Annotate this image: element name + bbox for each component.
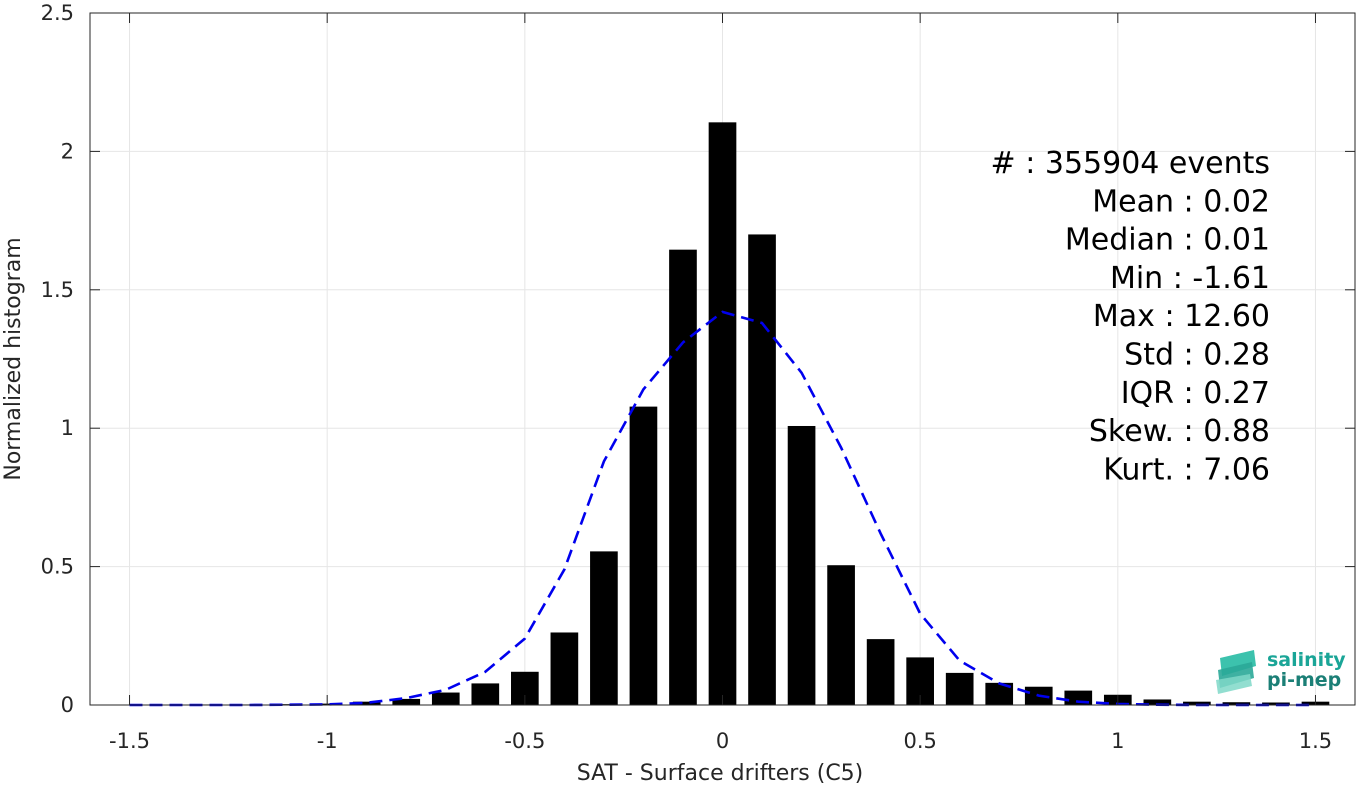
y-tick-label: 1.5: [41, 278, 74, 302]
y-tick-label: 2.5: [41, 1, 74, 25]
histogram-bar: [629, 406, 658, 705]
histogram-bar: [1222, 702, 1251, 705]
histogram-bar: [431, 692, 460, 705]
y-tick-label: 0.5: [41, 555, 74, 579]
stat-line: IQR : 0.27: [1121, 376, 1270, 411]
y-tick-labels: 0 0.5 1 1.5 2 2.5: [41, 1, 74, 717]
y-tick-label: 2: [61, 139, 74, 163]
histogram-bar: [985, 682, 1014, 705]
y-axis-label: Normalized histogram: [1, 237, 26, 480]
axis-ticks: [90, 12, 1355, 706]
histogram-bar: [550, 632, 579, 705]
stat-line: Mean : 0.02: [1092, 184, 1270, 219]
stat-line: Min : -1.61: [1110, 261, 1270, 296]
histogram-bar: [1262, 702, 1290, 705]
logo-text-pi-mep: pi-mep: [1267, 669, 1341, 691]
x-tick-label: 0: [716, 729, 729, 753]
x-tick-label: -0.5: [504, 729, 545, 753]
x-tick-label: 0.5: [903, 729, 936, 753]
x-tick-labels: -1.5 -1 -0.5 0 0.5 1 1.5: [109, 729, 1332, 753]
histogram-bar: [945, 672, 974, 705]
x-axis-label: SAT - Surface drifters (C5): [577, 761, 864, 785]
y-tick-label: 0: [61, 693, 74, 717]
salinity-pi-mep-logo: salinity pi-mep: [1216, 649, 1346, 694]
histogram-bar: [471, 683, 500, 705]
histogram-bar: [866, 639, 895, 705]
stat-line: Skew. : 0.88: [1089, 414, 1270, 449]
x-tick-label: -1: [317, 729, 338, 753]
x-tick-label: -1.5: [109, 729, 150, 753]
x-tick-label: 1: [1111, 729, 1124, 753]
stat-line: Median : 0.01: [1065, 223, 1270, 258]
histogram-bar: [708, 122, 737, 705]
logo-text-salinity: salinity: [1267, 649, 1346, 671]
histogram-bar: [352, 701, 381, 705]
stat-line: # : 355904 events: [991, 146, 1270, 181]
stat-line: Max : 12.60: [1093, 299, 1270, 334]
histogram-bar: [392, 698, 421, 705]
waves-icon: [1216, 650, 1256, 694]
histogram-bar: [1183, 701, 1211, 705]
x-tick-label: 1.5: [1299, 729, 1332, 753]
histogram-bar: [787, 425, 816, 705]
y-tick-label: 1: [61, 416, 74, 440]
histogram-bar: [748, 234, 776, 705]
histogram-bar: [590, 551, 618, 705]
histogram-bar: [1143, 699, 1172, 705]
stat-line: Kurt. : 7.06: [1103, 452, 1270, 487]
stat-line: Std : 0.28: [1124, 338, 1270, 373]
histogram-bar: [827, 565, 855, 705]
histogram-bar: [669, 249, 697, 705]
